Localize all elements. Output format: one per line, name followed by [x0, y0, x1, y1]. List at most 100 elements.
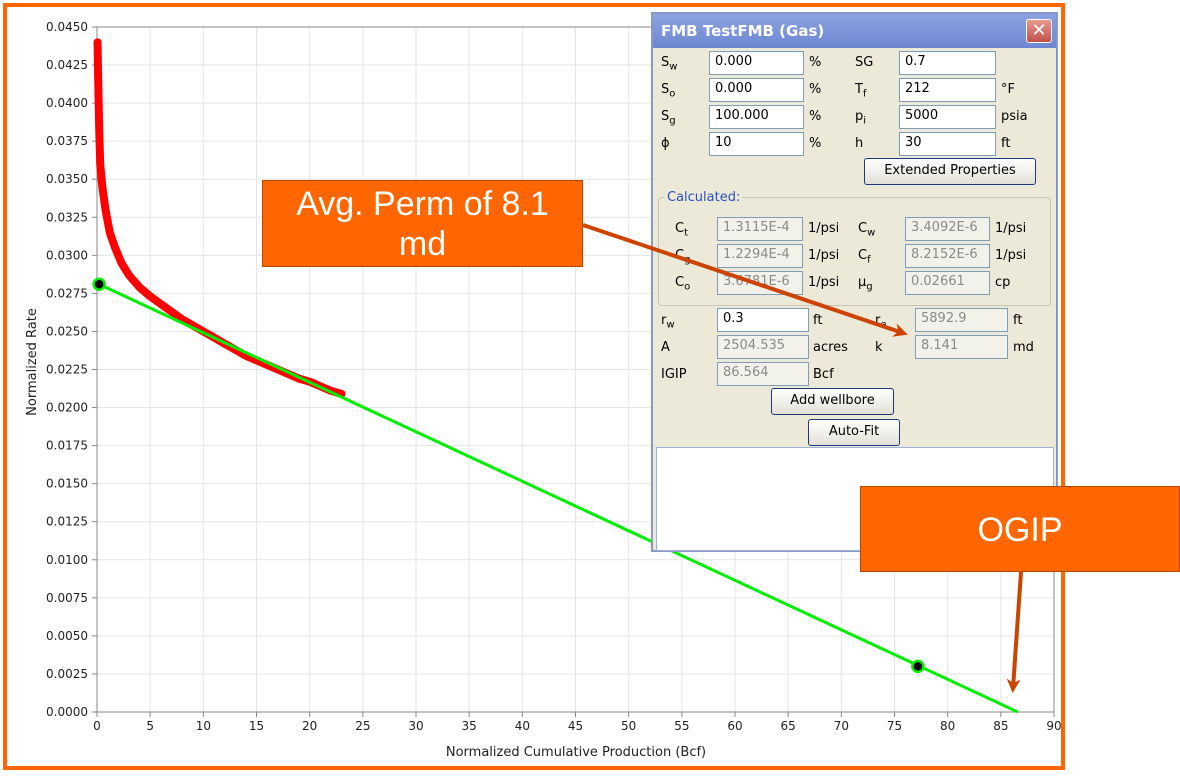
- perm-callout-line1: Avg. Perm of 8.1: [296, 185, 549, 223]
- y-tick-label: 0.0175: [46, 439, 88, 453]
- dialog-title: FMB TestFMB (Gas): [661, 22, 825, 40]
- x-tick-label: 15: [249, 719, 264, 733]
- x-tick-label: 90: [1046, 719, 1061, 733]
- so-label: So: [661, 82, 676, 100]
- area-label: A: [661, 340, 670, 355]
- y-tick-label: 0.0250: [46, 324, 88, 338]
- sg-field[interactable]: 100.000: [709, 105, 804, 129]
- x-tick-label: 40: [515, 719, 530, 733]
- y-tick-label: 0.0325: [46, 210, 88, 224]
- rw-field[interactable]: 0.3: [717, 308, 809, 332]
- calculated-title: Calculated:: [665, 190, 743, 205]
- cw-label: Cw: [858, 221, 876, 239]
- x-tick-label: 25: [355, 719, 370, 733]
- x-tick-label: 20: [302, 719, 317, 733]
- x-tick-labels: 0 5 10 15 20 25 30 35 40 45 50 55 60 65 70 75 80 85 90: [93, 719, 1061, 733]
- gravity-field[interactable]: 0.7: [899, 51, 996, 75]
- y-tick-label: 0.0450: [46, 20, 88, 34]
- dialog-titlebar[interactable]: FMB TestFMB (Gas) ✕: [653, 14, 1056, 48]
- so-field[interactable]: 0.000: [709, 78, 804, 102]
- x-tick-label: 0: [93, 719, 101, 733]
- y-tick-label: 0.0375: [46, 134, 88, 148]
- extended-properties-button[interactable]: Extended Properties: [864, 158, 1036, 185]
- pi-unit: psia: [1001, 109, 1028, 124]
- auto-fit-button[interactable]: Auto-Fit: [808, 419, 900, 446]
- y-tick-label: 0.0275: [46, 286, 88, 300]
- x-tick-label: 5: [146, 719, 154, 733]
- cw-unit: 1/psi: [995, 221, 1027, 236]
- mug-label: μg: [858, 275, 873, 293]
- production-data-point: [99, 183, 106, 190]
- x-tick-label: 50: [621, 719, 636, 733]
- y-axis-label: Normalized Rate: [25, 308, 40, 416]
- add-wellbore-button[interactable]: Add wellbore: [771, 388, 894, 415]
- phi-label: ϕ: [661, 136, 670, 151]
- area-field: 2504.535: [717, 335, 809, 359]
- y-tick-label: 0.0400: [46, 96, 88, 110]
- y-tick-labels: 0.0000 0.0025 0.0050 0.0075 0.0100 0.0125 0.01…: [46, 20, 88, 719]
- h-unit: ft: [1001, 136, 1011, 151]
- production-data-point: [102, 206, 109, 213]
- fit-line-series: [98, 282, 1019, 714]
- mug-field: 0.02661: [905, 271, 990, 295]
- sg-label: Sg: [661, 109, 676, 127]
- production-data-point: [112, 244, 119, 251]
- ct-label: Ct: [675, 221, 688, 239]
- sw-unit: %: [809, 55, 822, 70]
- k-label: k: [875, 340, 883, 355]
- mug-unit: cp: [995, 275, 1011, 290]
- pi-field[interactable]: 5000: [899, 105, 996, 129]
- sw-field[interactable]: 0.000: [709, 51, 804, 75]
- k-field: 8.141: [915, 335, 1008, 359]
- cf-unit: 1/psi: [995, 248, 1027, 263]
- y-tick-label: 0.0350: [46, 172, 88, 186]
- fit-point: [92, 277, 106, 292]
- production-data-point: [136, 284, 143, 291]
- y-tick-label: 0.0100: [46, 553, 88, 567]
- re-unit: ft: [1013, 313, 1023, 328]
- production-data-point: [157, 301, 164, 308]
- fit-points: [92, 277, 925, 674]
- igip-unit: Bcf: [813, 367, 834, 382]
- re-label: re: [875, 313, 887, 331]
- y-tick-label: 0.0025: [46, 667, 88, 681]
- y-tick-label: 0.0075: [46, 591, 88, 605]
- tf-field[interactable]: 212: [899, 78, 996, 102]
- x-tick-label: 45: [568, 719, 583, 733]
- production-data-point: [118, 259, 125, 266]
- so-unit: %: [809, 82, 822, 97]
- cf-label: Cf: [858, 248, 871, 266]
- y-tick-label: 0.0125: [46, 515, 88, 529]
- k-unit: md: [1013, 340, 1034, 355]
- rw-unit: ft: [813, 313, 823, 328]
- fmb-dialog: FMB TestFMB (Gas) ✕ Sw 0.000 % So 0.000 …: [651, 12, 1058, 552]
- tf-label: Tf: [855, 82, 867, 100]
- co-unit: 1/psi: [808, 275, 840, 290]
- rw-label: rw: [661, 313, 675, 331]
- phi-field[interactable]: 10: [709, 132, 804, 156]
- ogip-callout: OGIP: [860, 486, 1180, 572]
- y-tick-label: 0.0050: [46, 629, 88, 643]
- x-tick-label: 75: [887, 719, 902, 733]
- cf-field: 8.2152E-6: [905, 244, 990, 268]
- y-tick-label: 0.0300: [46, 248, 88, 262]
- h-field[interactable]: 30: [899, 132, 996, 156]
- ct-unit: 1/psi: [808, 221, 840, 236]
- tf-unit: °F: [1001, 82, 1015, 97]
- production-data-point: [94, 39, 101, 46]
- close-button[interactable]: ✕: [1026, 19, 1052, 43]
- gravity-label: SG: [855, 55, 874, 70]
- perm-callout: Avg. Perm of 8.1 md: [262, 180, 583, 267]
- production-data-point: [147, 293, 154, 300]
- y-tick-label: 0.0000: [46, 705, 88, 719]
- y-tick-label: 0.0200: [46, 401, 88, 415]
- sg-unit: %: [809, 109, 822, 124]
- cg-unit: 1/psi: [808, 248, 840, 263]
- x-tick-label: 60: [727, 719, 742, 733]
- pi-label: pi: [855, 109, 867, 127]
- production-data-point: [97, 161, 104, 167]
- cg-field: 1.2294E-4: [717, 244, 803, 268]
- sw-label: Sw: [661, 55, 678, 73]
- x-tick-label: 85: [993, 719, 1008, 733]
- x-tick-label: 10: [196, 719, 211, 733]
